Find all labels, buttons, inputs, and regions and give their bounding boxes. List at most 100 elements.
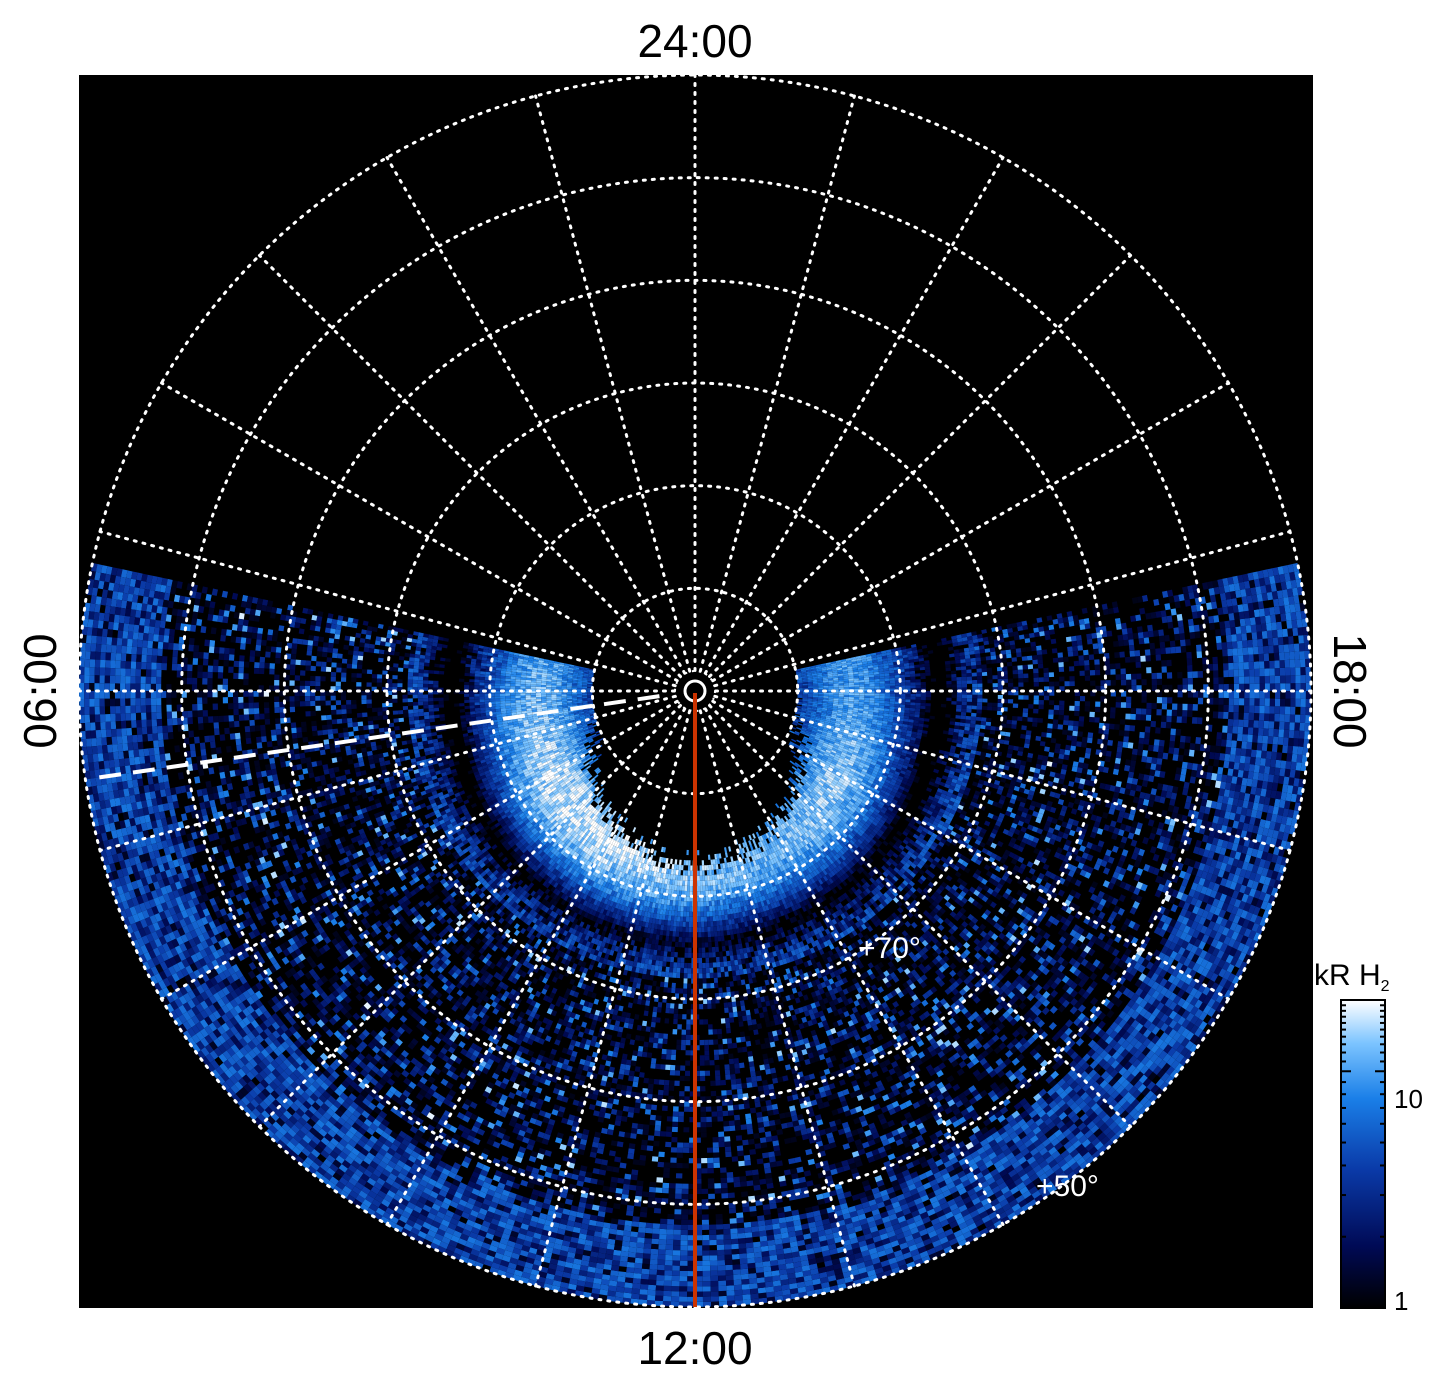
emission-cell	[146, 604, 153, 613]
emission-cell	[125, 765, 132, 774]
emission-cell	[491, 714, 497, 718]
emission-cell	[415, 650, 421, 655]
emission-cell	[89, 683, 95, 691]
emission-cell	[558, 665, 564, 669]
emission-cell	[219, 771, 226, 779]
emission-cell	[234, 720, 240, 728]
emission-cell	[505, 695, 511, 699]
emission-cell	[335, 681, 341, 687]
emission-cell	[327, 729, 334, 735]
emission-cell	[562, 702, 568, 705]
emission-cell	[138, 588, 145, 597]
emission-cell	[213, 659, 219, 666]
emission-cell	[330, 748, 336, 754]
emission-cell	[375, 636, 382, 642]
emission-cell	[308, 772, 315, 779]
emission-cell	[506, 666, 512, 670]
emission-cell	[222, 684, 228, 691]
emission-cell	[335, 624, 342, 631]
emission-cell	[476, 656, 483, 661]
emission-cell	[117, 743, 124, 752]
emission-cell	[191, 618, 198, 626]
emission-cell	[239, 655, 245, 662]
emission-cell	[531, 709, 538, 713]
emission-cell	[536, 672, 543, 675]
emission-cell	[332, 648, 339, 654]
emission-cell	[341, 718, 348, 724]
emission-cell	[238, 661, 245, 668]
emission-cell	[211, 588, 218, 596]
emission-cell	[535, 693, 542, 696]
emission-cell	[510, 705, 517, 708]
emission-cell	[85, 730, 92, 739]
emission-cell	[105, 729, 112, 738]
emission-cell	[259, 662, 265, 669]
emission-cell	[243, 761, 250, 769]
emission-cell	[582, 683, 588, 686]
emission-cell	[582, 677, 588, 680]
emission-cell	[104, 691, 110, 699]
emission-cell	[485, 671, 491, 675]
emission-cell	[257, 627, 264, 634]
emission-cell	[258, 753, 264, 761]
emission-cell	[525, 686, 531, 689]
emission-cell	[318, 636, 325, 643]
emission-cell	[312, 730, 318, 737]
emission-cell	[587, 683, 593, 686]
emission-cell	[587, 682, 593, 685]
emission-cell	[561, 678, 568, 681]
emission-cell	[345, 745, 351, 751]
emission-cell	[153, 747, 160, 755]
emission-cell	[395, 639, 402, 645]
emission-cell	[474, 679, 480, 683]
emission-cell	[137, 741, 144, 750]
emission-cell	[145, 683, 151, 691]
emission-cell	[510, 700, 516, 704]
emission-cell	[465, 660, 472, 665]
emission-cell	[443, 637, 449, 642]
emission-cell	[408, 664, 414, 669]
emission-cell	[475, 662, 482, 666]
emission-cell	[408, 661, 415, 666]
emission-cell	[341, 658, 348, 664]
emission-cell	[245, 601, 252, 609]
emission-cell	[413, 705, 419, 710]
emission-cell	[146, 662, 152, 670]
emission-cell	[119, 576, 127, 586]
emission-cell	[119, 615, 125, 624]
emission-cell	[332, 652, 338, 659]
emission-cell	[511, 671, 517, 675]
emission-cell	[276, 607, 283, 615]
emission-cell	[495, 670, 501, 674]
emission-cell	[248, 708, 255, 715]
emission-cell	[503, 652, 509, 657]
emission-cell	[442, 644, 448, 649]
emission-cell	[475, 665, 481, 669]
emission-cell	[363, 647, 370, 653]
emission-cell	[537, 664, 544, 667]
emission-cell	[111, 567, 118, 576]
emission-cell	[162, 732, 169, 740]
emission-cell	[402, 706, 409, 711]
emission-cell	[385, 642, 391, 647]
emission-cell	[498, 649, 505, 653]
emission-cell	[202, 710, 208, 717]
emission-cell	[292, 738, 298, 744]
emission-cell	[510, 702, 516, 706]
emission-cell	[439, 714, 445, 718]
emission-cell	[412, 676, 419, 681]
emission-cell	[274, 680, 280, 686]
emission-cell	[490, 672, 496, 676]
emission-cell	[265, 651, 271, 658]
emission-cell	[387, 678, 393, 684]
emission-cell	[510, 683, 516, 687]
emission-cell	[253, 615, 260, 622]
emission-cell	[469, 673, 475, 677]
emission-cell	[164, 753, 171, 761]
emission-cell	[113, 583, 120, 592]
emission-cell	[157, 598, 164, 607]
emission-cell	[418, 672, 424, 677]
emission-cell	[135, 712, 142, 721]
emission-cell	[248, 614, 255, 622]
emission-cell	[132, 594, 139, 603]
